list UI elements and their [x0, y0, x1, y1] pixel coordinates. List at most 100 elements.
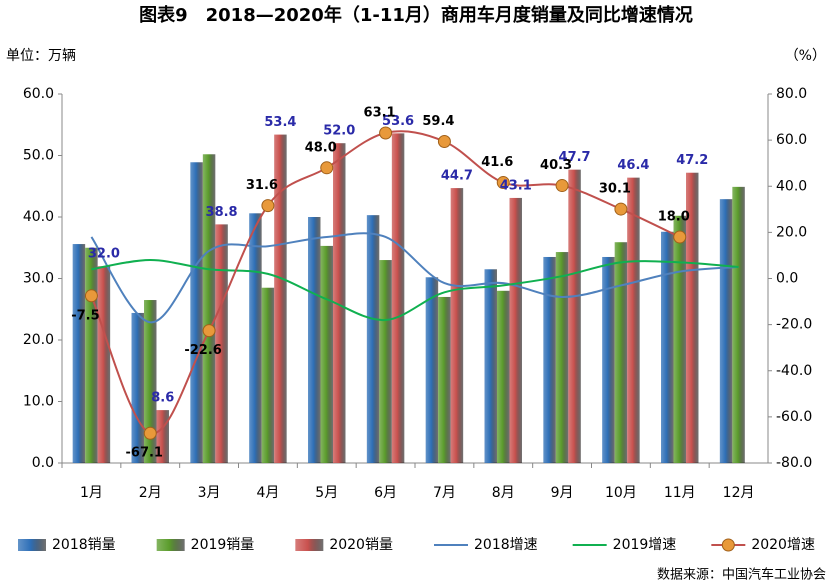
data-label: 43.1 [500, 178, 532, 193]
y2-tick-label: 20.0 [776, 224, 807, 240]
bar [202, 154, 216, 463]
data-label: 18.0 [658, 209, 690, 224]
marker [143, 426, 157, 440]
marker [614, 202, 628, 216]
bar [438, 296, 451, 463]
data-label: -7.5 [71, 308, 99, 323]
bar [391, 133, 405, 464]
line [91, 259, 739, 322]
y-axis-label: 单位：万辆 [6, 48, 76, 64]
legend-label: 2020增速 [751, 537, 815, 553]
y2-tick-label: 40.0 [776, 178, 807, 194]
legend-label: 2019销量 [191, 537, 255, 553]
x-tick-label: 3月 [198, 485, 221, 501]
bar [308, 217, 321, 463]
legend-swatch [295, 539, 324, 551]
legend-label: 2019增速 [613, 537, 677, 553]
bar [732, 186, 745, 464]
marker [379, 126, 393, 140]
y-tick-label: 0.0 [32, 455, 54, 471]
y2-tick-label: -60.0 [776, 409, 812, 425]
bar [661, 231, 674, 463]
data-label: 44.7 [441, 169, 473, 184]
x-tick-label: 4月 [256, 485, 279, 501]
y-tick-label: 50.0 [23, 148, 54, 164]
y2-tick-label: -80.0 [776, 455, 812, 471]
bar [215, 224, 228, 463]
bar [450, 188, 464, 463]
line [90, 232, 739, 324]
bar [131, 312, 144, 463]
y2-tick-label: 80.0 [776, 86, 807, 102]
bar [320, 245, 333, 463]
bar [72, 244, 86, 463]
data-label: 63.1 [364, 105, 396, 120]
x-tick-label: 5月 [315, 485, 338, 501]
x-tick-label: 7月 [433, 485, 456, 501]
bar [497, 290, 510, 463]
bar [686, 172, 699, 463]
bar [249, 213, 262, 463]
y-tick-label: 30.0 [23, 271, 54, 287]
bar [543, 256, 556, 463]
x-tick-label: 1月 [80, 485, 103, 501]
legend-label: 2018增速 [474, 537, 538, 553]
data-label: 52.0 [323, 124, 355, 139]
data-label: 46.4 [617, 158, 649, 173]
bar [144, 300, 157, 463]
x-tick-label: 10月 [605, 485, 637, 501]
legend-swatch [18, 539, 46, 551]
y-tick-label: 60.0 [23, 86, 54, 102]
legend-swatch [721, 538, 735, 552]
data-label: 47.7 [559, 150, 591, 165]
data-label: 30.1 [599, 182, 631, 197]
bar [85, 247, 98, 463]
bar [379, 260, 392, 463]
legend-swatch [156, 539, 185, 551]
chart-title: 图表9 2018—2020年（1-11月）商用车月度销量及同比增速情况 [139, 4, 693, 26]
marker [673, 230, 687, 244]
y2-tick-label: 60.0 [776, 132, 807, 148]
data-label: 8.6 [151, 391, 174, 406]
marker [320, 161, 334, 175]
y-tick-label: 40.0 [23, 209, 54, 225]
bar [568, 169, 581, 463]
data-label: -67.1 [126, 446, 163, 461]
bar [190, 162, 203, 463]
data-label: 31.6 [246, 178, 278, 193]
data-label: 40.3 [540, 158, 572, 173]
marker [202, 324, 216, 338]
bar [274, 134, 287, 463]
data-label: 59.4 [422, 114, 454, 129]
x-tick-label: 12月 [723, 485, 755, 501]
data-label: 53.4 [264, 115, 296, 130]
bar [627, 177, 640, 463]
y2-tick-label: -40.0 [776, 363, 812, 379]
y2-tick-label: -20.0 [776, 317, 812, 333]
bar [555, 252, 569, 463]
data-label: 38.8 [206, 205, 238, 220]
source-note: 数据来源：中国汽车工业协会 [657, 567, 826, 583]
y2-axis-label: （%） [785, 48, 826, 64]
x-tick-label: 9月 [551, 485, 574, 501]
bar [509, 197, 522, 463]
bar [425, 277, 439, 463]
y-tick-label: 10.0 [23, 394, 54, 410]
marker [555, 179, 569, 193]
bar [261, 287, 275, 463]
x-tick-label: 6月 [374, 485, 397, 501]
bar [614, 242, 628, 463]
marker [84, 289, 98, 303]
data-label: 32.0 [88, 247, 120, 262]
legend-label: 2020销量 [329, 537, 393, 553]
x-tick-label: 2月 [139, 485, 162, 501]
y-tick-label: 20.0 [23, 332, 54, 348]
data-label: 48.0 [305, 140, 337, 155]
bar [673, 215, 686, 463]
bar [719, 199, 733, 464]
bar [366, 215, 380, 463]
data-label: -22.6 [184, 343, 221, 358]
marker [261, 199, 275, 213]
x-tick-label: 11月 [664, 485, 696, 501]
